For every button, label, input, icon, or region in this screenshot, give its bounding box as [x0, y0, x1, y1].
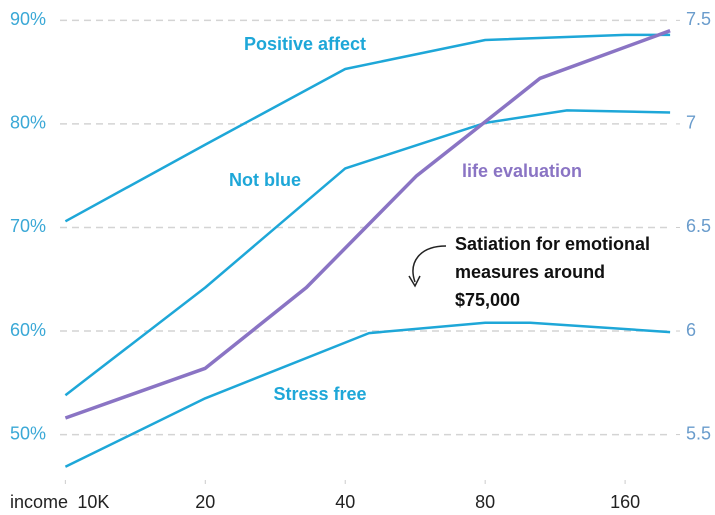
y2-tick-label: 6.5 — [686, 216, 711, 236]
series-line — [64, 29, 671, 420]
annotation: $75,000 — [455, 290, 520, 310]
y-tick-label: 90% — [10, 9, 46, 29]
y-tick-label: 60% — [10, 320, 46, 340]
x-tick-label: 20 — [195, 492, 215, 512]
y2-tick-label: 7 — [686, 113, 696, 133]
annotation-arrow — [412, 245, 447, 283]
x-tick-label: 10K — [77, 492, 109, 512]
series-line — [64, 321, 671, 468]
y2-tick-label: 5.5 — [686, 423, 711, 443]
y-tick-label: 70% — [10, 216, 46, 236]
x-tick-label: 40 — [335, 492, 355, 512]
series-line — [64, 109, 671, 397]
y2-tick-label: 7.5 — [686, 9, 711, 29]
y-tick-label: 50% — [10, 423, 46, 443]
x-tick-label: 160 — [610, 492, 640, 512]
annotation-arrowhead — [408, 275, 421, 288]
y-tick-label: 80% — [10, 113, 46, 133]
series-line — [64, 33, 671, 223]
series-label: Stress free — [273, 384, 366, 404]
annotation: measures around — [455, 262, 605, 282]
series-label: Not blue — [229, 170, 301, 190]
annotation: Satiation for emotional — [455, 234, 650, 254]
series-label: Positive affect — [244, 34, 366, 54]
x-tick-label: 80 — [475, 492, 495, 512]
series-label: life evaluation — [462, 161, 582, 181]
x-axis-label: income — [10, 492, 68, 512]
y2-tick-label: 6 — [686, 320, 696, 340]
